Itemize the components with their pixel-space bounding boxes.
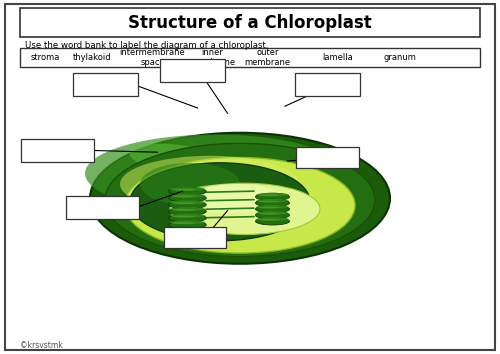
FancyBboxPatch shape <box>20 48 480 67</box>
Ellipse shape <box>259 213 280 215</box>
FancyBboxPatch shape <box>164 227 226 248</box>
Ellipse shape <box>170 194 205 198</box>
Ellipse shape <box>169 207 206 216</box>
Ellipse shape <box>130 144 250 182</box>
Text: inner
membrane: inner membrane <box>190 48 236 67</box>
Ellipse shape <box>130 163 310 241</box>
Ellipse shape <box>170 207 205 211</box>
Text: stroma: stroma <box>30 53 60 62</box>
Ellipse shape <box>259 219 280 221</box>
FancyBboxPatch shape <box>72 73 138 96</box>
Ellipse shape <box>172 189 195 191</box>
FancyBboxPatch shape <box>66 195 138 219</box>
Ellipse shape <box>259 207 280 209</box>
Text: Structure of a Chloroplast: Structure of a Chloroplast <box>128 14 372 32</box>
Ellipse shape <box>259 194 280 196</box>
Ellipse shape <box>125 158 355 253</box>
FancyBboxPatch shape <box>160 59 225 82</box>
Ellipse shape <box>256 211 290 219</box>
Text: outer
membrane: outer membrane <box>244 48 290 67</box>
Ellipse shape <box>259 201 280 202</box>
Ellipse shape <box>256 199 290 207</box>
FancyBboxPatch shape <box>20 8 480 37</box>
Ellipse shape <box>85 135 345 212</box>
Ellipse shape <box>169 221 206 229</box>
Ellipse shape <box>175 184 285 212</box>
Ellipse shape <box>170 221 205 224</box>
Ellipse shape <box>172 202 195 204</box>
Ellipse shape <box>256 211 288 215</box>
Text: granum: granum <box>384 53 416 62</box>
Ellipse shape <box>170 200 205 204</box>
Ellipse shape <box>172 209 195 211</box>
Ellipse shape <box>140 163 240 205</box>
Ellipse shape <box>169 187 206 195</box>
Ellipse shape <box>172 195 195 198</box>
Ellipse shape <box>169 201 206 209</box>
Text: lamella: lamella <box>322 53 353 62</box>
Ellipse shape <box>256 217 288 221</box>
Ellipse shape <box>256 217 290 225</box>
Ellipse shape <box>169 194 206 202</box>
Ellipse shape <box>170 214 205 217</box>
Ellipse shape <box>172 216 195 217</box>
Text: thylakoid: thylakoid <box>73 53 112 62</box>
Ellipse shape <box>120 156 300 212</box>
FancyBboxPatch shape <box>296 147 359 168</box>
Text: intermembrane
space: intermembrane space <box>120 48 186 67</box>
Ellipse shape <box>256 199 288 202</box>
Ellipse shape <box>256 205 288 209</box>
Ellipse shape <box>90 133 390 264</box>
FancyBboxPatch shape <box>21 139 94 162</box>
Ellipse shape <box>170 187 205 191</box>
Text: Use the word bank to label the diagram of a chloroplast.: Use the word bank to label the diagram o… <box>25 41 268 50</box>
Ellipse shape <box>256 193 288 196</box>
Ellipse shape <box>105 143 375 257</box>
FancyBboxPatch shape <box>5 4 495 350</box>
Ellipse shape <box>169 214 206 222</box>
Ellipse shape <box>256 205 290 213</box>
Ellipse shape <box>172 222 195 224</box>
Ellipse shape <box>170 183 320 234</box>
Text: ©krsvstmk: ©krsvstmk <box>20 341 63 350</box>
Ellipse shape <box>256 193 290 201</box>
FancyBboxPatch shape <box>295 73 360 96</box>
